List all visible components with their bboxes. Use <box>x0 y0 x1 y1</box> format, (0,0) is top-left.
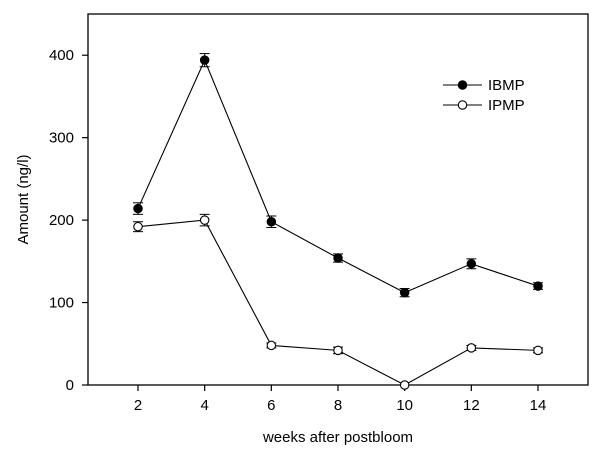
series-line <box>137 219 539 386</box>
data-point <box>533 281 543 291</box>
plot-area: 2 4 6 8 10 12 14 0 100 200 300 400 <box>49 13 589 414</box>
data-point <box>333 253 343 263</box>
data-point <box>533 345 543 356</box>
legend-item-ibmp: IBMP <box>443 77 525 94</box>
legend-label: IBMP <box>488 77 525 94</box>
series-layer <box>133 53 543 390</box>
y-axis-title: Amount (ng/l) <box>15 154 32 244</box>
data-point <box>399 287 410 298</box>
data-point <box>199 215 210 225</box>
y-tick-label: 100 <box>49 295 74 312</box>
legend-label: IPMP <box>488 97 525 114</box>
x-tick-label: 8 <box>334 397 342 414</box>
data-point <box>266 217 277 227</box>
legend-marker <box>457 100 468 110</box>
data-point <box>133 221 143 232</box>
data-point <box>199 55 210 65</box>
data-point <box>266 340 277 351</box>
plot-frame <box>87 13 589 386</box>
x-tick-label: 4 <box>200 397 208 414</box>
x-tick-label: 2 <box>134 397 142 414</box>
y-tick-label: 400 <box>49 47 74 64</box>
legend-item-ipmp: IPMP <box>443 97 525 114</box>
legend-marker <box>457 80 468 90</box>
legend: IBMP IPMP <box>443 77 525 114</box>
series-ipmp <box>133 213 543 390</box>
x-tick-label: 6 <box>267 397 275 414</box>
x-axis-title: weeks after postbloom <box>262 429 413 446</box>
x-tick-label: 10 <box>396 397 413 414</box>
data-point <box>333 345 343 356</box>
data-point <box>133 203 143 214</box>
y-tick-label: 200 <box>49 212 74 229</box>
series-ibmp <box>133 53 543 298</box>
data-point <box>466 259 477 269</box>
y-tick-label: 0 <box>66 377 74 394</box>
y-tick-label: 300 <box>49 130 74 147</box>
data-point <box>466 343 477 353</box>
x-tick-label: 12 <box>463 397 480 414</box>
x-tick-label: 14 <box>530 397 547 414</box>
data-point <box>399 380 410 390</box>
